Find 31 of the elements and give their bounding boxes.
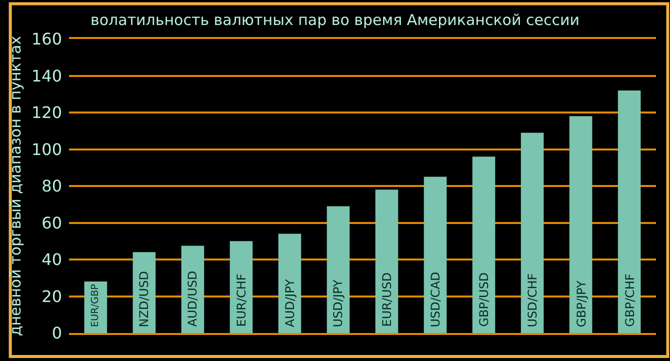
y-axis-title: дневной торгвый диапазон в пунктах bbox=[6, 36, 25, 336]
bar bbox=[520, 132, 544, 333]
x-tick-label: EUR/USD bbox=[380, 272, 394, 327]
y-tick-label: 40 bbox=[42, 250, 62, 270]
x-tick-label: EUR/CHF bbox=[234, 274, 249, 327]
bar bbox=[375, 190, 398, 333]
y-tick-label: 80 bbox=[42, 176, 62, 196]
x-tick-label: USD/JPY bbox=[331, 279, 346, 328]
y-tick-label: 120 bbox=[31, 103, 62, 122]
x-tick-label: EUR/GBP bbox=[90, 284, 102, 328]
y-tick-label: 160 bbox=[31, 30, 62, 49]
y-tick-label: 100 bbox=[31, 140, 62, 159]
bar bbox=[278, 234, 302, 333]
x-tick-label: AUD/USD bbox=[186, 270, 200, 327]
y-tick-label: 0 bbox=[52, 324, 62, 343]
chart-title: волатильность валютных пар во время Американской сессии bbox=[90, 11, 580, 30]
bar bbox=[472, 156, 496, 333]
bar bbox=[326, 206, 350, 333]
x-tick-label: GBP/JPY bbox=[574, 280, 588, 328]
bar bbox=[424, 176, 447, 333]
x-tick-label: NZD/USD bbox=[137, 271, 152, 328]
y-tick-label: 20 bbox=[42, 286, 62, 306]
x-tick-label: USD/CAD bbox=[428, 272, 442, 328]
x-tick-label: GBP/USD bbox=[476, 272, 491, 327]
y-tick-label: 60 bbox=[42, 213, 62, 232]
x-tick-label: GBP/CHF bbox=[622, 274, 637, 327]
x-tick-label: USD/CHF bbox=[525, 273, 540, 328]
x-tick-label: AUD/JPY bbox=[283, 278, 298, 328]
y-tick-label: 140 bbox=[31, 66, 62, 86]
bar bbox=[618, 90, 641, 333]
bar bbox=[569, 116, 592, 333]
